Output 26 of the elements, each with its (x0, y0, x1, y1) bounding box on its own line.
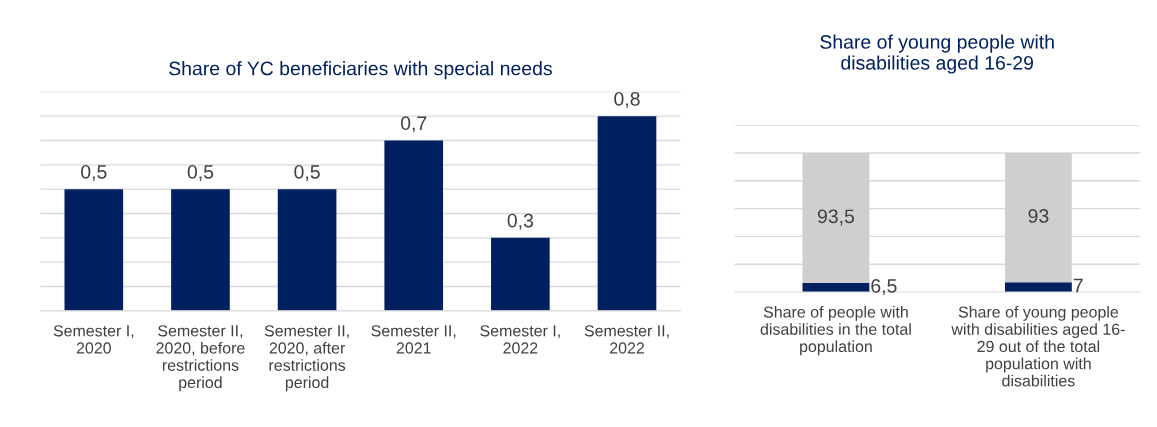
data-label: 7 (1073, 278, 1083, 293)
data-label: 0,5 (81, 164, 107, 182)
chart-title: Share of YC beneficiaries with special needs (169, 61, 552, 80)
data-label: 93 (1028, 209, 1049, 223)
bar (384, 140, 444, 311)
x-tick-label: Semester II, 2021 (371, 325, 456, 354)
chart-title: Share of young people with disabilities aged 16-29 (820, 34, 1054, 74)
data-label: 6,5 (871, 279, 897, 296)
bar (277, 189, 337, 311)
data-label: 0,5 (294, 164, 320, 182)
bar (597, 116, 657, 311)
data-label: 0,8 (614, 91, 640, 109)
data-label: 93,5 (817, 209, 855, 226)
x-tick-label: Semester II, 2022 (584, 325, 669, 354)
data-label: 0,5 (187, 164, 214, 182)
bar (491, 237, 550, 311)
x-tick-label: Share of young people with disabilities aged 16- 29 out of the total population with disabilities (951, 305, 1125, 387)
x-tick-label: Semester I, 2020 (53, 325, 134, 354)
x-tick-label: Semester I, 2022 (480, 325, 560, 354)
x-tick-label: Share of people with disabilities in the total population (760, 305, 911, 356)
x-tick-label: Semester II, 2020, before restrictions period (156, 325, 245, 392)
x-tick-label: Semester II, 2020, after restrictions period (264, 325, 349, 392)
data-label: 0,3 (507, 213, 534, 230)
bar (171, 189, 230, 311)
bar (64, 189, 124, 311)
data-label: 0,7 (400, 116, 427, 133)
